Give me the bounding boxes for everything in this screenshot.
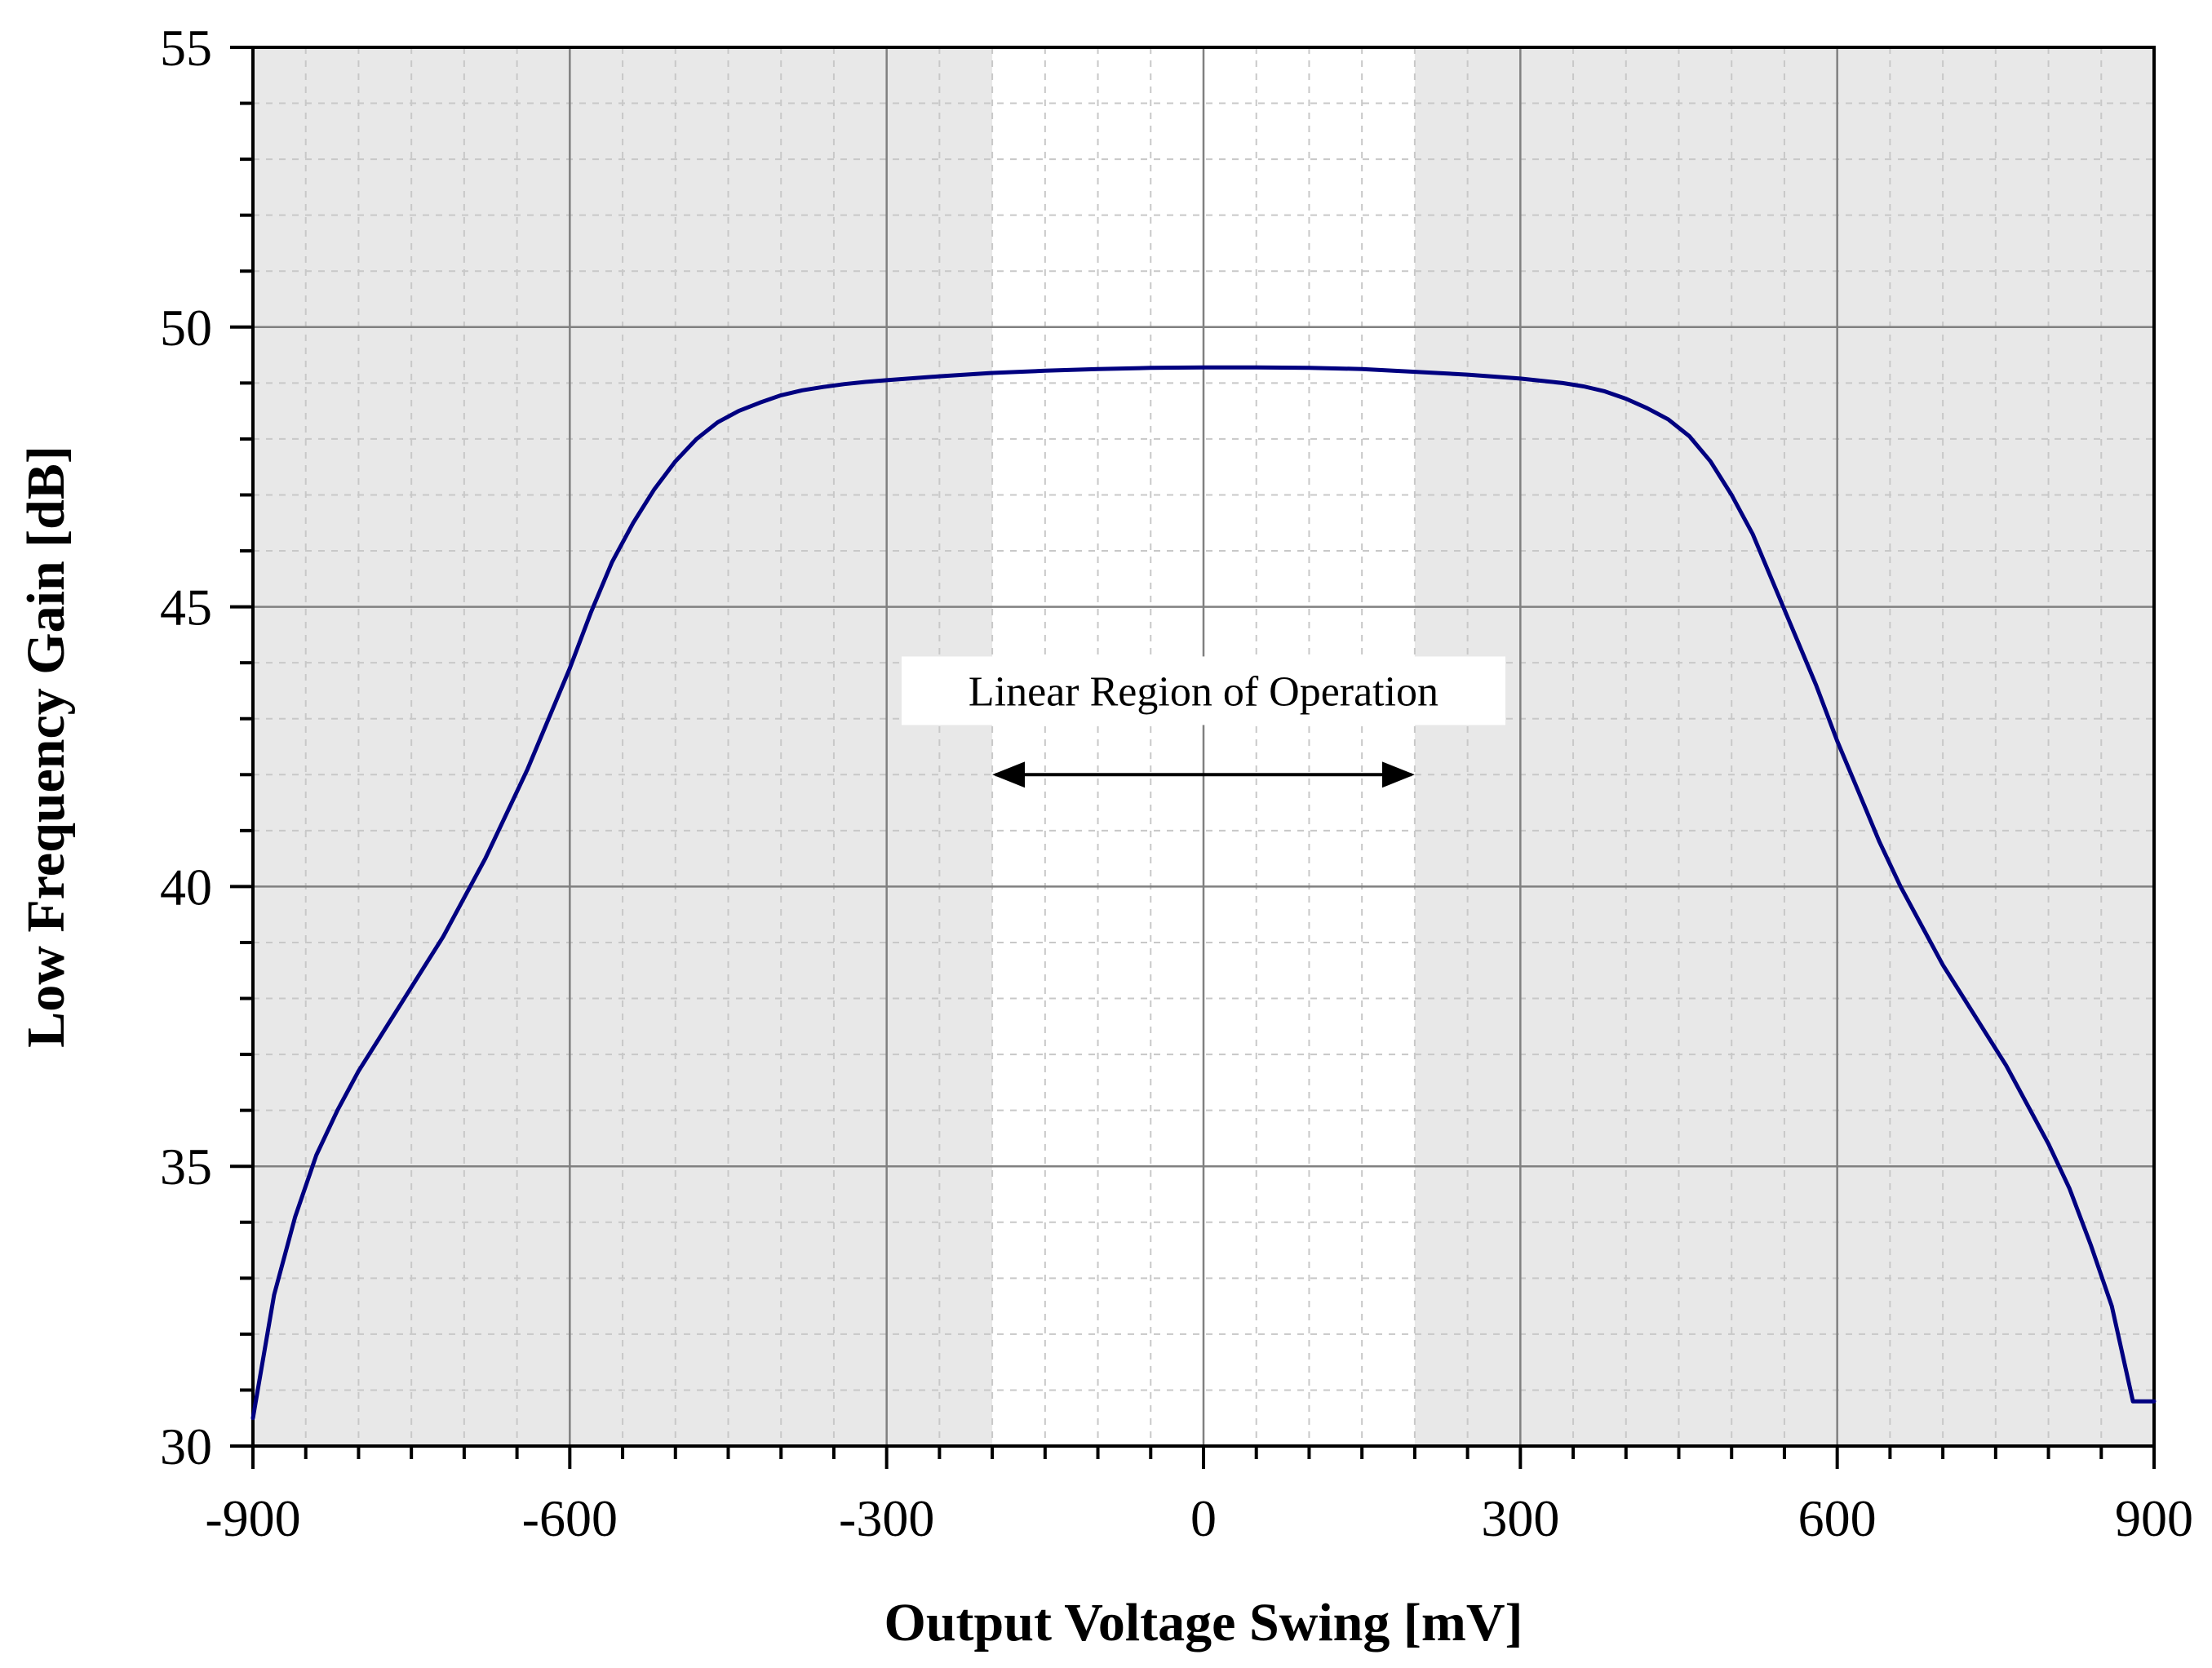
y-tick-label: 55 <box>160 19 212 77</box>
x-tick-label: 300 <box>1481 1489 1559 1547</box>
x-ticks <box>251 1446 2156 1469</box>
series-group <box>250 365 2157 1421</box>
plot-frame <box>251 46 2156 1448</box>
gain-curve <box>250 365 2157 1421</box>
y-axis-title: Low Frequency Gain [dB] <box>16 446 76 1048</box>
x-tick-label: 600 <box>1798 1489 1877 1547</box>
y-tick-label: 40 <box>160 858 212 916</box>
x-tick-label: 900 <box>2115 1489 2193 1547</box>
annotation: Linear Region of Operation <box>902 656 1505 788</box>
y-tick-label: 50 <box>160 299 212 357</box>
y-ticks <box>230 46 253 1448</box>
x-tick-label: 0 <box>1190 1489 1217 1547</box>
x-axis-title: Output Voltage Swing [mV] <box>884 1593 1523 1652</box>
x-tick-labels: -900 -600 -300 0 300 600 900 <box>205 1489 2193 1547</box>
y-tick-labels: 30 35 40 45 50 55 <box>160 19 212 1475</box>
y-tick-label: 30 <box>160 1417 212 1475</box>
x-tick-label: -300 <box>839 1489 934 1547</box>
x-tick-label: -600 <box>522 1489 618 1547</box>
y-tick-label: 45 <box>160 579 212 637</box>
x-tick-label: -900 <box>205 1489 300 1547</box>
y-tick-label: 35 <box>160 1138 212 1196</box>
annotation-text: Linear Region of Operation <box>969 668 1438 715</box>
annotation-box <box>902 656 1505 725</box>
